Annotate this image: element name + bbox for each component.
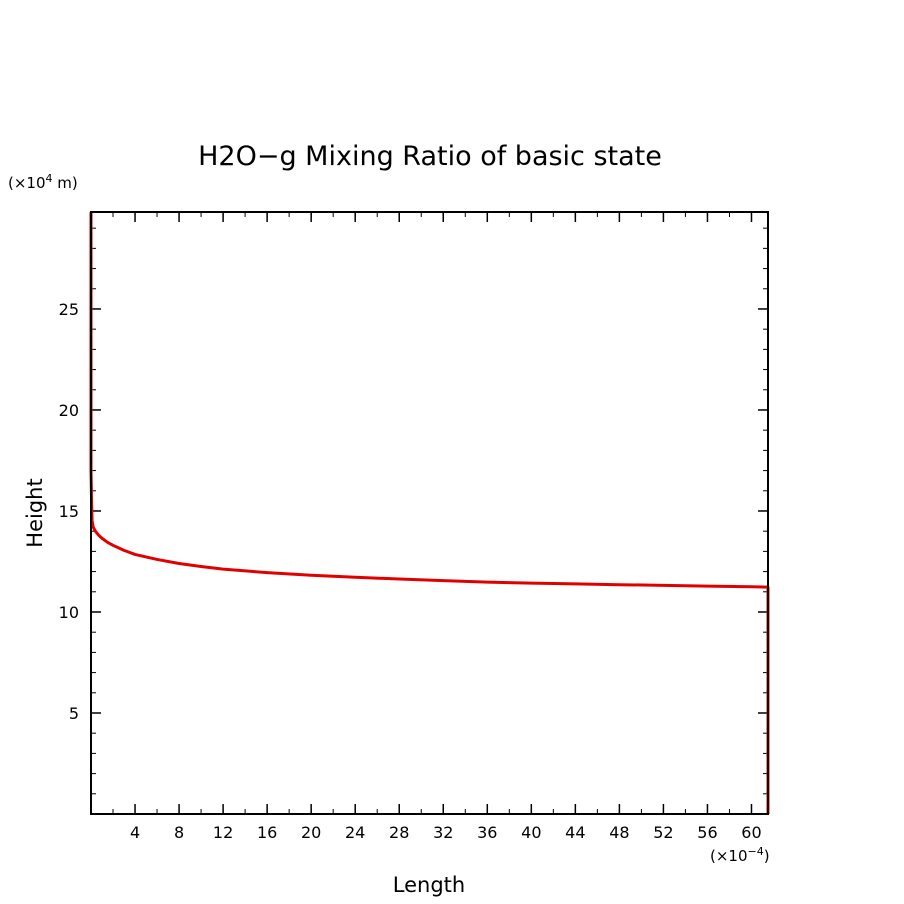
x-tick-label: 16 [257,823,277,842]
y-tick-label: 10 [59,603,79,622]
x-axis-label: Length [393,873,465,897]
y-axis-unit-exponent: 4 [46,172,53,185]
x-tick-label: 36 [477,823,497,842]
y-tick-label: 5 [69,704,79,723]
x-tick-label: 44 [565,823,585,842]
y-tick-label: 25 [59,300,79,319]
x-tick-label: 12 [213,823,233,842]
x-tick-label: 60 [741,823,761,842]
x-tick-label: 52 [653,823,673,842]
x-axis-unit-prefix: (×10 [710,847,748,865]
x-tick-label: 4 [130,823,140,842]
y-tick-label: 20 [59,401,79,420]
x-tick-label: 28 [389,823,409,842]
y-tick-label: 15 [59,502,79,521]
x-axis-unit-exponent: −4 [748,845,764,858]
y-axis-label: Height [23,478,47,547]
y-axis-unit: (×104 m) [8,172,78,192]
y-axis-unit-suffix: m) [53,174,78,192]
chart-title: H2O−g Mixing Ratio of basic state [198,141,662,172]
x-tick-label: 24 [345,823,365,842]
axis-ticks [91,212,768,814]
x-axis-unit: (×10−4) [710,845,770,865]
x-axis-unit-suffix: ) [764,847,770,865]
plot-frame [90,211,769,815]
series-group [89,212,770,814]
x-tick-label: 56 [697,823,717,842]
series-line [89,212,770,814]
y-axis-unit-prefix: (×10 [8,174,46,192]
x-tick-label: 40 [521,823,541,842]
x-tick-label: 8 [174,823,184,842]
x-tick-label: 48 [609,823,629,842]
x-tick-label: 20 [301,823,321,842]
x-tick-label: 32 [433,823,453,842]
